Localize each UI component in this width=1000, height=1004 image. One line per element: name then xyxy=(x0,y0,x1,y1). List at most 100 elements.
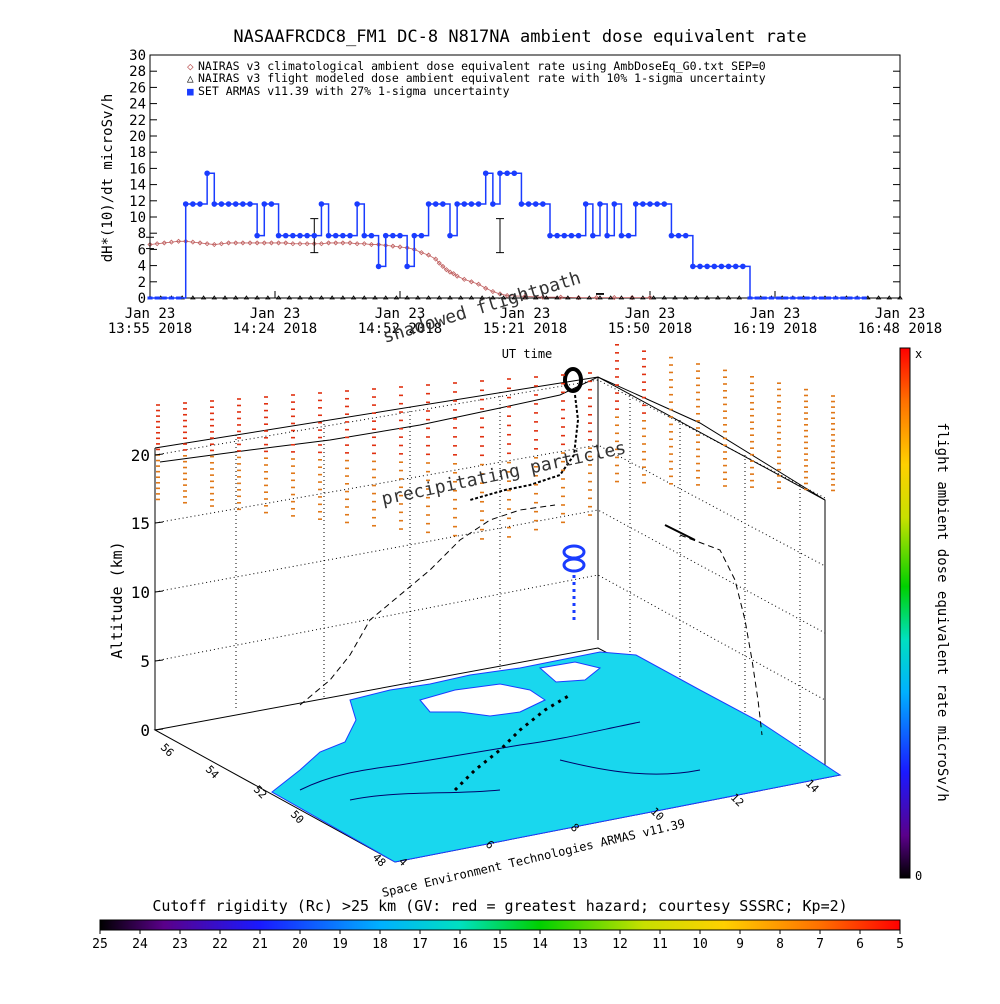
nairas-flight-point xyxy=(190,295,196,300)
nairas-clim-point xyxy=(390,243,396,249)
latitude-tick-label: 56 xyxy=(158,741,177,760)
cutoff-rigidity-colorbar: Cutoff rigidity (Rc) >25 km (GV: red = g… xyxy=(92,897,904,952)
nairas-flight-point xyxy=(490,295,496,300)
cutoff-rigidity-tick-label: 24 xyxy=(132,937,148,952)
nairas-clim-point xyxy=(190,239,196,245)
armas-point xyxy=(590,232,596,239)
nairas-clim-point xyxy=(647,295,653,301)
armas-point xyxy=(490,201,496,207)
armas-point xyxy=(182,201,189,207)
altitude-tick-mark xyxy=(154,453,164,456)
latitude-tick-label: 54 xyxy=(203,763,222,782)
cutoff-rigidity-tick-label: 5 xyxy=(896,937,904,952)
y-tick-label: 28 xyxy=(129,64,146,80)
armas-point xyxy=(532,201,539,207)
nairas-clim-point xyxy=(440,263,446,269)
nairas-clim-point xyxy=(361,241,367,247)
armas-point-zero xyxy=(776,296,782,300)
altitude-tick-mark xyxy=(154,659,164,662)
legend-symbol-armas: ■ xyxy=(187,85,194,98)
armas-point xyxy=(432,201,439,207)
armas-point-zero xyxy=(161,296,167,300)
blue-loop-marker xyxy=(562,544,586,620)
nairas-flight-point xyxy=(629,295,635,300)
altitude-tick-label: 0 xyxy=(140,721,150,740)
x-tick-label-time: 14:52 2018 xyxy=(358,321,442,337)
armas-point xyxy=(575,232,582,239)
armas-point xyxy=(518,201,525,207)
nairas-clim-point xyxy=(254,240,260,246)
armas-point-zero xyxy=(847,296,853,300)
nairas-clim-point xyxy=(297,241,303,247)
armas-point xyxy=(368,232,375,239)
nairas-flight-point xyxy=(254,295,260,300)
armas-point xyxy=(697,263,703,270)
nairas-flight-point xyxy=(436,295,443,300)
armas-point xyxy=(461,201,468,207)
armas-point xyxy=(547,232,553,239)
armas-point xyxy=(297,232,303,239)
armas-point-zero xyxy=(176,296,182,300)
y-tick-label: 2 xyxy=(138,275,146,291)
cutoff-rigidity-tick-label: 8 xyxy=(776,937,784,952)
nairas-clim-point xyxy=(447,269,453,275)
armas-point xyxy=(504,170,510,177)
armas-point xyxy=(447,232,453,239)
nairas-clim-point xyxy=(368,241,374,248)
nairas-flight-point xyxy=(597,295,603,300)
altitude-tick-mark xyxy=(154,728,164,731)
nairas-flight-point xyxy=(457,295,464,300)
nairas-flight-point xyxy=(725,295,732,300)
armas-point xyxy=(468,201,475,207)
nairas-clim-point xyxy=(426,252,432,258)
coastline-detail xyxy=(299,721,701,801)
armas-point xyxy=(540,201,546,207)
nairas-clim-point xyxy=(354,241,360,247)
cutoff-rigidity-tick-label: 21 xyxy=(252,937,268,952)
cutoff-rigidity-tick-label: 11 xyxy=(652,937,668,952)
nairas-flight-point xyxy=(543,295,550,300)
nairas-flight-point xyxy=(393,295,400,300)
descent-mark xyxy=(664,524,696,541)
cutoff-rigidity-tick-label: 23 xyxy=(172,937,188,952)
nairas-clim-point xyxy=(161,240,167,246)
x-tick-label-date: Jan 23 xyxy=(750,306,801,322)
nairas-clim-point xyxy=(204,241,210,247)
nairas-flight-point xyxy=(672,295,678,300)
cutoff-rigidity-tick-label: 15 xyxy=(492,937,508,952)
nairas-clim-point xyxy=(433,256,439,262)
nairas-flight-point xyxy=(736,295,743,300)
x-tick-label-date: Jan 23 xyxy=(375,306,426,322)
nairas-flight-point xyxy=(693,295,700,300)
nairas-flight-point xyxy=(618,295,625,300)
armas-point xyxy=(340,232,346,239)
armas-point-zero xyxy=(804,296,810,300)
ascent-trace xyxy=(469,394,580,501)
y-tick-label: 30 xyxy=(129,48,146,64)
armas-point xyxy=(411,232,418,239)
armas-point xyxy=(204,170,210,177)
cutoff-rigidity-tick-label: 18 xyxy=(372,937,388,952)
grid-z10 xyxy=(154,509,826,634)
cutoff-rigidity-tick-label: 6 xyxy=(856,937,864,952)
x-tick-label-date: Jan 23 xyxy=(500,306,551,322)
armas-point xyxy=(382,232,389,239)
y-tick-label: 14 xyxy=(129,178,146,194)
nairas-flight-point xyxy=(297,295,303,300)
armas-point xyxy=(740,263,746,270)
armas-point xyxy=(625,232,632,239)
armas-point xyxy=(454,201,460,207)
nairas-clim-point xyxy=(451,271,457,277)
nairas-flight-point xyxy=(554,295,560,300)
armas-point xyxy=(211,201,218,207)
grid-z15 xyxy=(154,444,826,567)
nairas-flight-point xyxy=(586,295,593,300)
armas-point xyxy=(497,170,503,177)
armas-point xyxy=(561,232,568,239)
legend-symbol-nairas-flight: △ xyxy=(187,72,194,85)
nairas-flight-point xyxy=(532,295,539,300)
nairas-flight-point xyxy=(865,295,871,300)
nairas-clim-point xyxy=(504,293,510,299)
